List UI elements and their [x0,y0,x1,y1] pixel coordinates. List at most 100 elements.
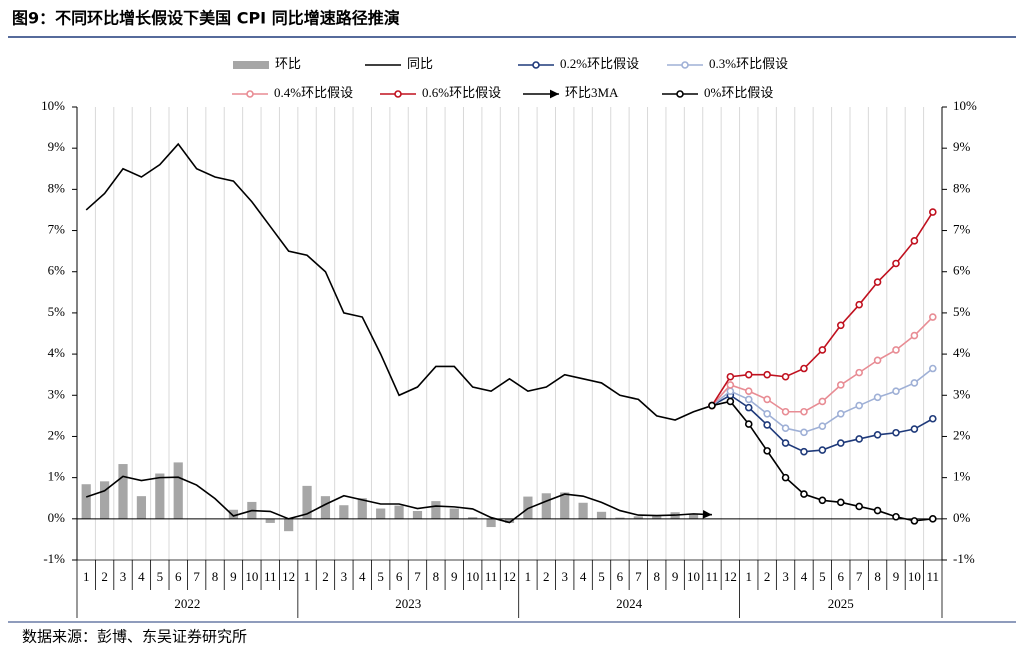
bar [431,501,441,519]
point [855,502,863,511]
bar [596,511,607,519]
point [818,446,827,454]
point [744,387,753,395]
y2-tick-label: 9% [953,139,971,154]
x-tick-label: 1 [83,569,90,584]
x-tick-label: 4 [138,569,145,584]
x-tick-label: 4 [580,569,587,584]
y-tick-label: 0% [48,510,66,525]
arrowhead [549,89,559,99]
point [818,346,827,354]
bar [652,515,662,519]
bar [155,473,165,519]
x-tick-label: 4 [359,569,366,584]
x-tick-label: 11 [927,569,940,584]
x-tick-label: 7 [856,569,863,584]
legend-marker [676,90,684,98]
point [855,401,863,410]
x-tick-label: 8 [653,569,660,584]
y-tick-label: 7% [48,222,66,237]
x-tick-label: 7 [193,569,200,584]
arrowhead [702,509,712,519]
bar [265,518,275,523]
x-tick-label: 8 [212,569,219,584]
y-tick-label: 8% [48,180,66,195]
y-tick-label: 4% [48,345,66,360]
x-tick-label: 8 [874,569,881,584]
x-tick-label: 10 [908,569,921,584]
legend-label: 环比3MA [565,85,619,100]
x-tick-label: 9 [672,569,679,584]
point [910,425,919,433]
bar [688,513,699,519]
point [726,387,735,395]
bar [173,462,183,519]
point [855,368,863,377]
line [85,475,712,524]
x-tick-label: 12 [282,569,295,584]
chart-title: 图9：不同环比增长假设下美国 CPI 同比增速路径推演 [12,9,400,28]
bar [339,505,349,519]
y-tick-label: 2% [48,427,66,442]
legend-marker [681,61,689,69]
x-tick-label: 7 [635,569,642,584]
point [781,372,790,381]
y-tick-label: 1% [48,469,66,484]
legend-label: 环比 [275,56,301,71]
x-group-label: 2025 [828,596,854,611]
x-tick-label: 9 [451,569,458,584]
x-tick-label: 4 [801,569,808,584]
x-tick-label: 5 [598,569,605,584]
point [873,356,882,365]
x-tick-label: 11 [264,569,277,584]
x-tick-label: 6 [838,569,845,584]
x-tick-label: 1 [304,569,311,584]
bar [302,485,312,519]
legend-label: 同比 [407,56,433,71]
point [836,381,845,389]
point [744,420,753,428]
legend-label: 0.3%环比假设 [709,56,788,71]
point [892,346,900,354]
point [928,364,937,373]
x-tick-label: 3 [341,569,348,584]
point [744,370,753,379]
bar [615,517,625,519]
legend-swatch [233,61,269,69]
point [726,372,735,381]
point [800,490,808,498]
bar [136,496,147,519]
x-tick-label: 8 [433,569,440,584]
bar [541,493,551,519]
bar [449,508,459,519]
point [800,447,808,456]
x-tick-label: 7 [414,569,421,584]
legend-label: 0%环比假设 [704,85,773,100]
bar [376,508,386,519]
point [892,428,900,437]
bar [357,498,367,519]
point [781,439,790,447]
legend-marker [246,90,254,98]
point [763,370,771,379]
point [836,498,845,507]
bar [118,464,128,519]
x-tick-label: 5 [157,569,164,584]
point [836,410,845,418]
point [818,397,827,406]
point [763,447,771,455]
y-tick-label: -1% [43,551,65,566]
point [800,407,808,416]
point [892,259,900,268]
legend-label: 0.6%环比假设 [422,85,501,100]
point [726,397,735,406]
x-tick-label: 9 [893,569,900,584]
y-tick-label: 10% [41,98,65,113]
point [744,395,753,404]
bar [284,518,294,532]
point [873,431,882,439]
y2-tick-label: 8% [953,180,971,195]
y2-tick-label: 3% [953,386,971,401]
point [928,208,937,216]
